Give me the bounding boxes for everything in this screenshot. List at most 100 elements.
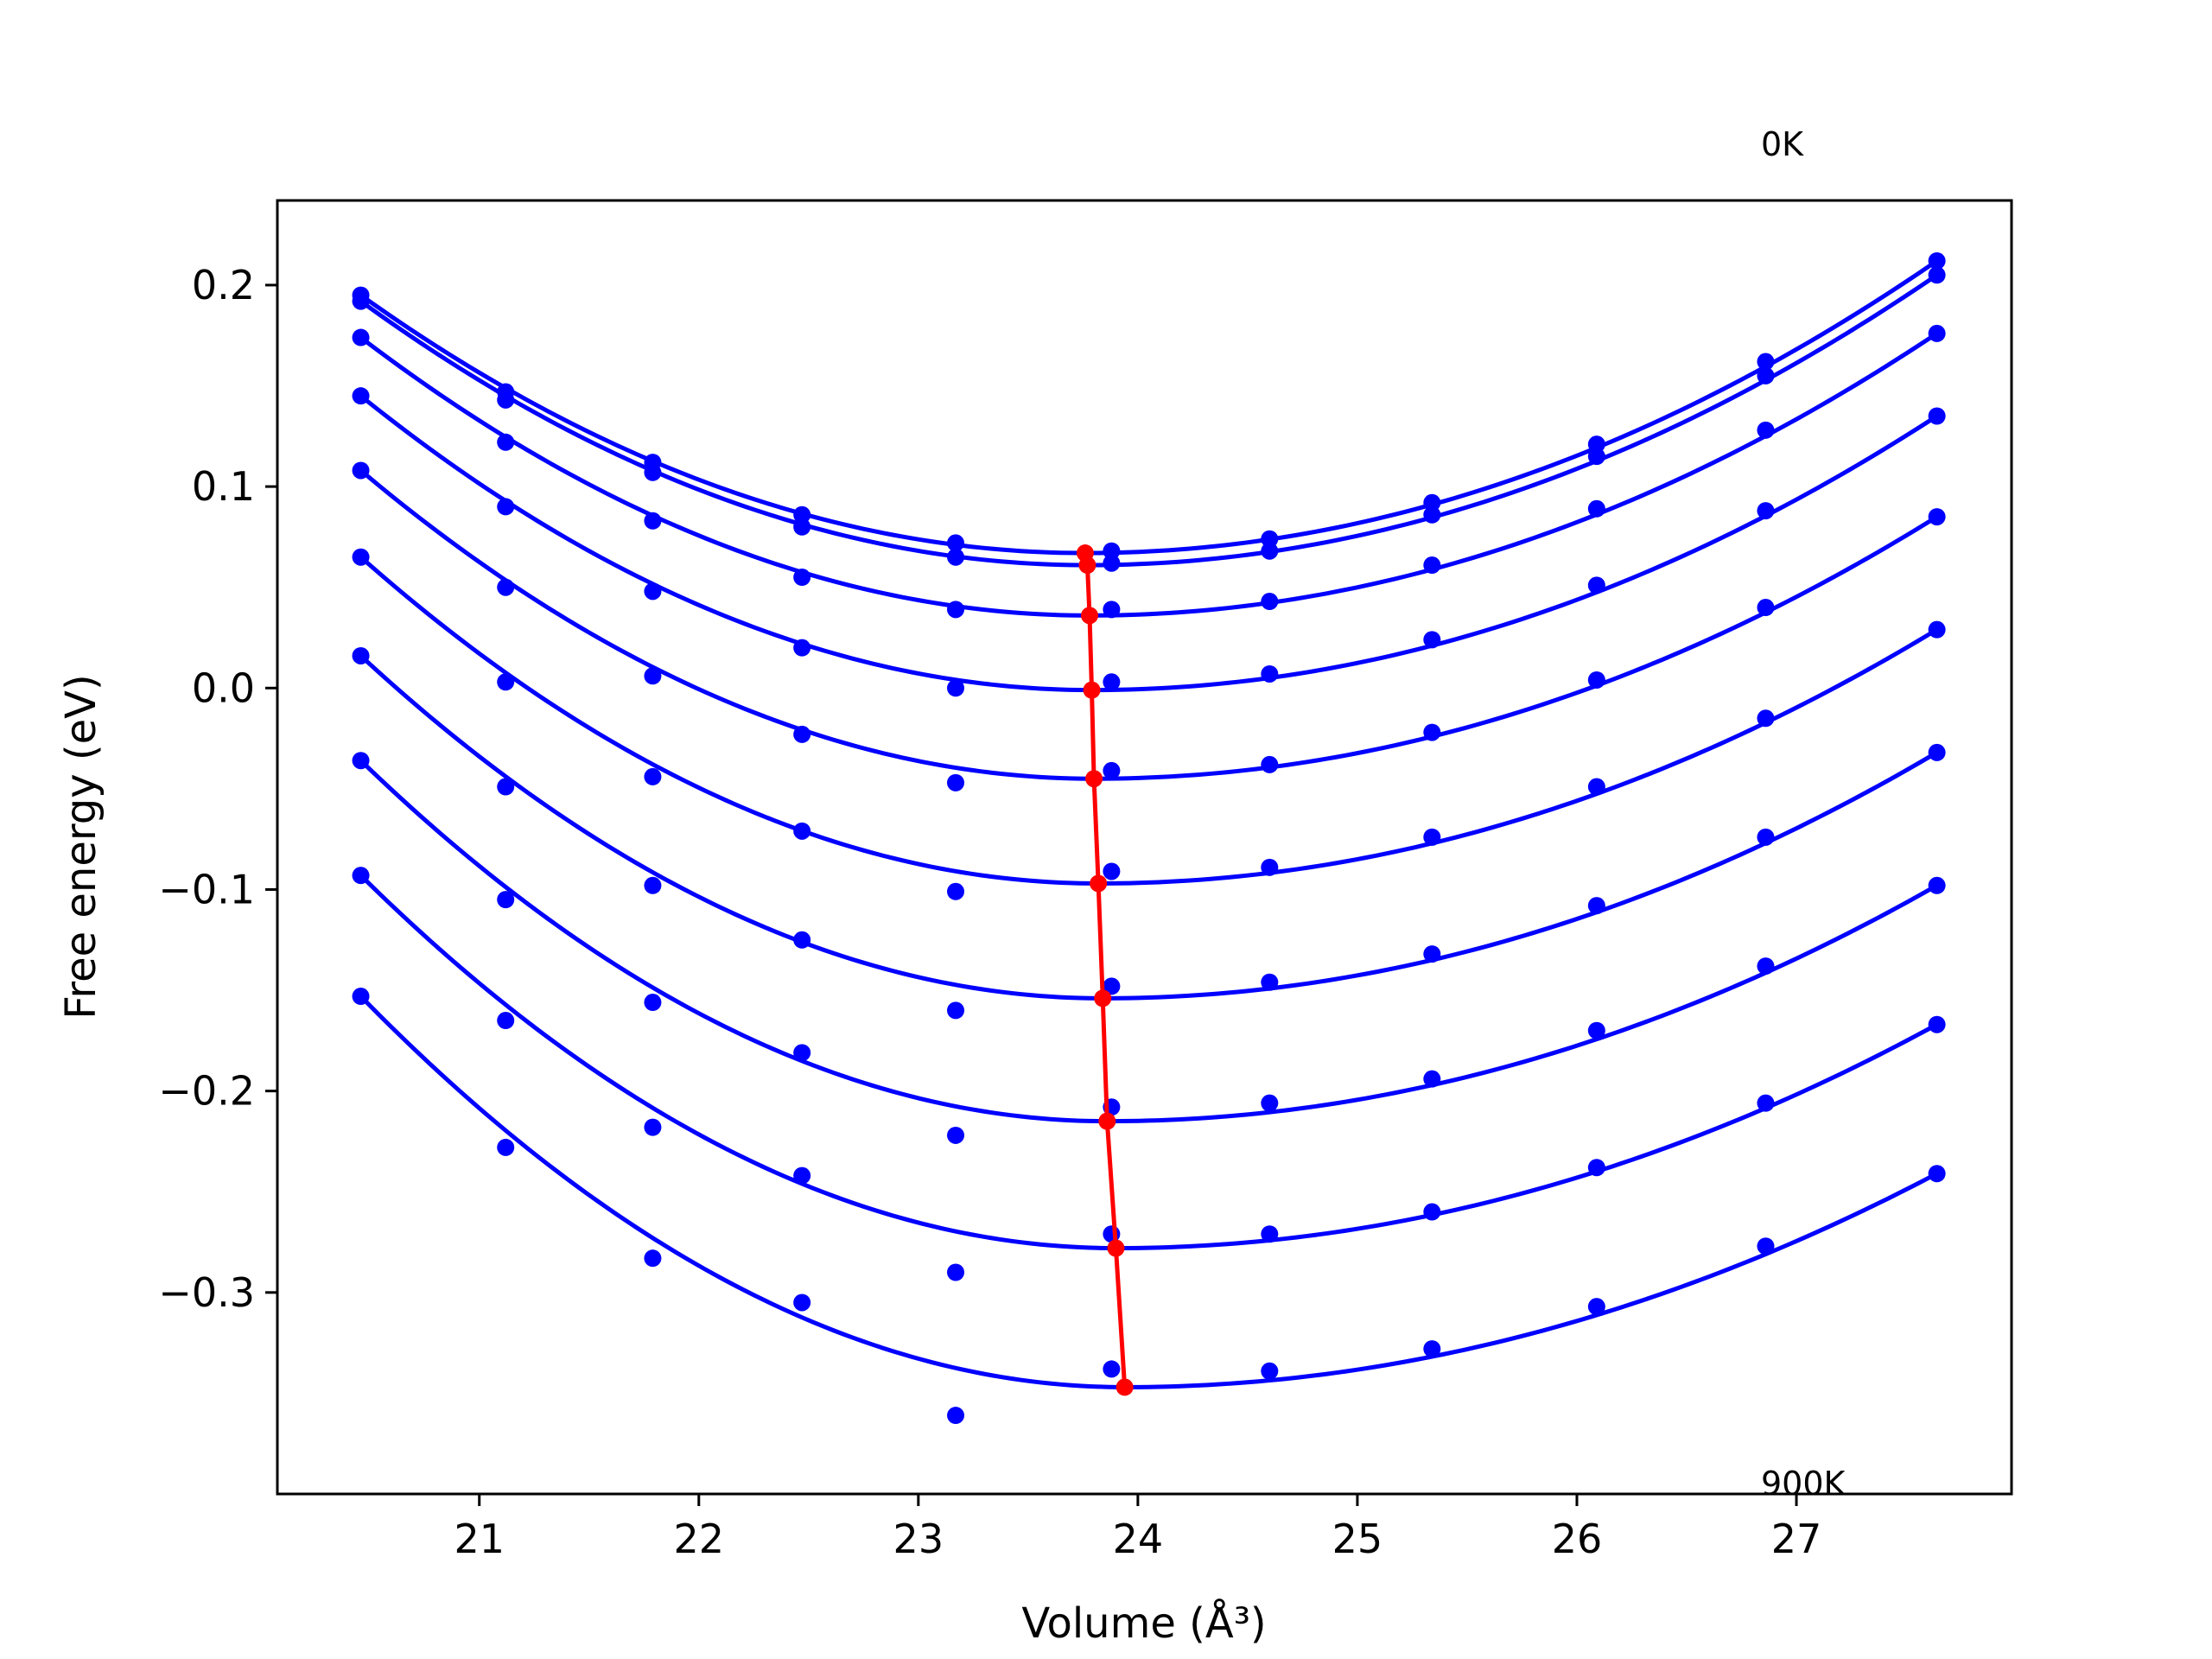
fit-curve <box>359 468 1938 781</box>
fit-curve <box>359 394 1938 693</box>
data-point <box>1261 593 1279 611</box>
data-point <box>1103 601 1121 619</box>
data-point <box>1423 493 1441 512</box>
x-tick-label: 24 <box>1113 1516 1164 1562</box>
data-point <box>947 882 965 900</box>
data-point <box>1587 448 1605 466</box>
minimum-point <box>1085 770 1103 788</box>
fit-curve <box>359 258 1939 556</box>
data-point <box>947 548 965 566</box>
data-point <box>1587 435 1605 454</box>
data-point <box>1103 977 1121 995</box>
data-point <box>947 773 965 791</box>
data-point <box>497 891 515 909</box>
points-layer <box>352 251 1946 1425</box>
data-point <box>1587 1298 1605 1316</box>
data-point <box>793 505 811 524</box>
data-point <box>644 667 662 685</box>
data-point <box>793 518 811 536</box>
data-point <box>497 433 515 451</box>
data-point <box>1261 664 1279 683</box>
y-tick-label: −0.3 <box>158 1269 255 1316</box>
curves-layer <box>359 258 1939 1389</box>
data-point <box>1757 1094 1775 1112</box>
data-point <box>1261 1225 1279 1243</box>
data-point <box>644 1249 662 1268</box>
data-point <box>1103 761 1121 779</box>
data-point <box>947 534 965 552</box>
data-point <box>793 639 811 657</box>
data-point <box>1103 542 1121 560</box>
data-point <box>1423 1203 1441 1221</box>
data-point <box>1261 530 1279 548</box>
data-point <box>793 725 811 743</box>
x-tick-label: 25 <box>1332 1516 1383 1562</box>
data-point <box>1928 620 1946 639</box>
data-point <box>644 582 662 601</box>
data-point <box>793 822 811 840</box>
x-tick-label: 21 <box>454 1516 505 1562</box>
minima-layer <box>1076 544 1134 1396</box>
data-point <box>1757 502 1775 520</box>
minimum-point <box>1080 607 1098 625</box>
x-tick-label: 22 <box>674 1516 725 1562</box>
annotation-top-temperature: 0K <box>1761 125 1804 163</box>
data-point <box>1587 1159 1605 1177</box>
data-point <box>497 498 515 516</box>
data-point <box>1928 324 1946 342</box>
data-point <box>497 1012 515 1030</box>
fit-curve <box>359 654 1938 1001</box>
data-point <box>947 1001 965 1020</box>
y-tick-label: 0.2 <box>192 262 255 308</box>
data-point <box>352 292 370 310</box>
data-point <box>1103 862 1121 880</box>
minimum-point <box>1083 681 1101 699</box>
data-point <box>793 569 811 587</box>
data-point <box>793 931 811 949</box>
data-point <box>1928 743 1946 761</box>
data-point <box>644 1118 662 1136</box>
data-point <box>1261 1362 1279 1380</box>
data-point <box>947 679 965 697</box>
data-point <box>1757 599 1775 617</box>
data-point <box>1261 542 1279 560</box>
x-tick-label: 26 <box>1552 1516 1603 1562</box>
data-point <box>1261 858 1279 876</box>
data-point <box>1423 1340 1441 1358</box>
data-point <box>1423 556 1441 575</box>
data-point <box>352 988 370 1006</box>
minimum-point <box>1107 1239 1125 1257</box>
data-point <box>1757 421 1775 439</box>
data-point <box>644 876 662 894</box>
data-point <box>1587 1021 1605 1039</box>
data-point <box>497 578 515 596</box>
data-point <box>793 1294 811 1312</box>
data-point <box>1928 251 1946 270</box>
x-tick-label: 23 <box>893 1516 944 1562</box>
minimum-point <box>1098 1112 1116 1130</box>
minimum-point <box>1094 989 1112 1007</box>
data-point <box>644 994 662 1012</box>
data-point <box>352 548 370 566</box>
data-point <box>352 461 370 480</box>
data-point <box>1423 505 1441 524</box>
data-point <box>352 387 370 405</box>
minimum-trace-line <box>1083 552 1128 1388</box>
data-point <box>1587 576 1605 594</box>
data-point <box>793 1044 811 1062</box>
data-point <box>644 767 662 785</box>
data-point <box>1261 973 1279 991</box>
data-point <box>1757 957 1775 976</box>
fit-curve <box>359 874 1938 1251</box>
minimum-point <box>1116 1378 1134 1396</box>
data-point <box>947 1407 965 1425</box>
data-point <box>497 778 515 796</box>
data-point <box>497 1138 515 1156</box>
data-point <box>947 1126 965 1144</box>
data-point <box>1423 945 1441 963</box>
minimum-point <box>1078 556 1096 575</box>
data-point <box>1103 554 1121 572</box>
fit-curve <box>359 555 1938 886</box>
